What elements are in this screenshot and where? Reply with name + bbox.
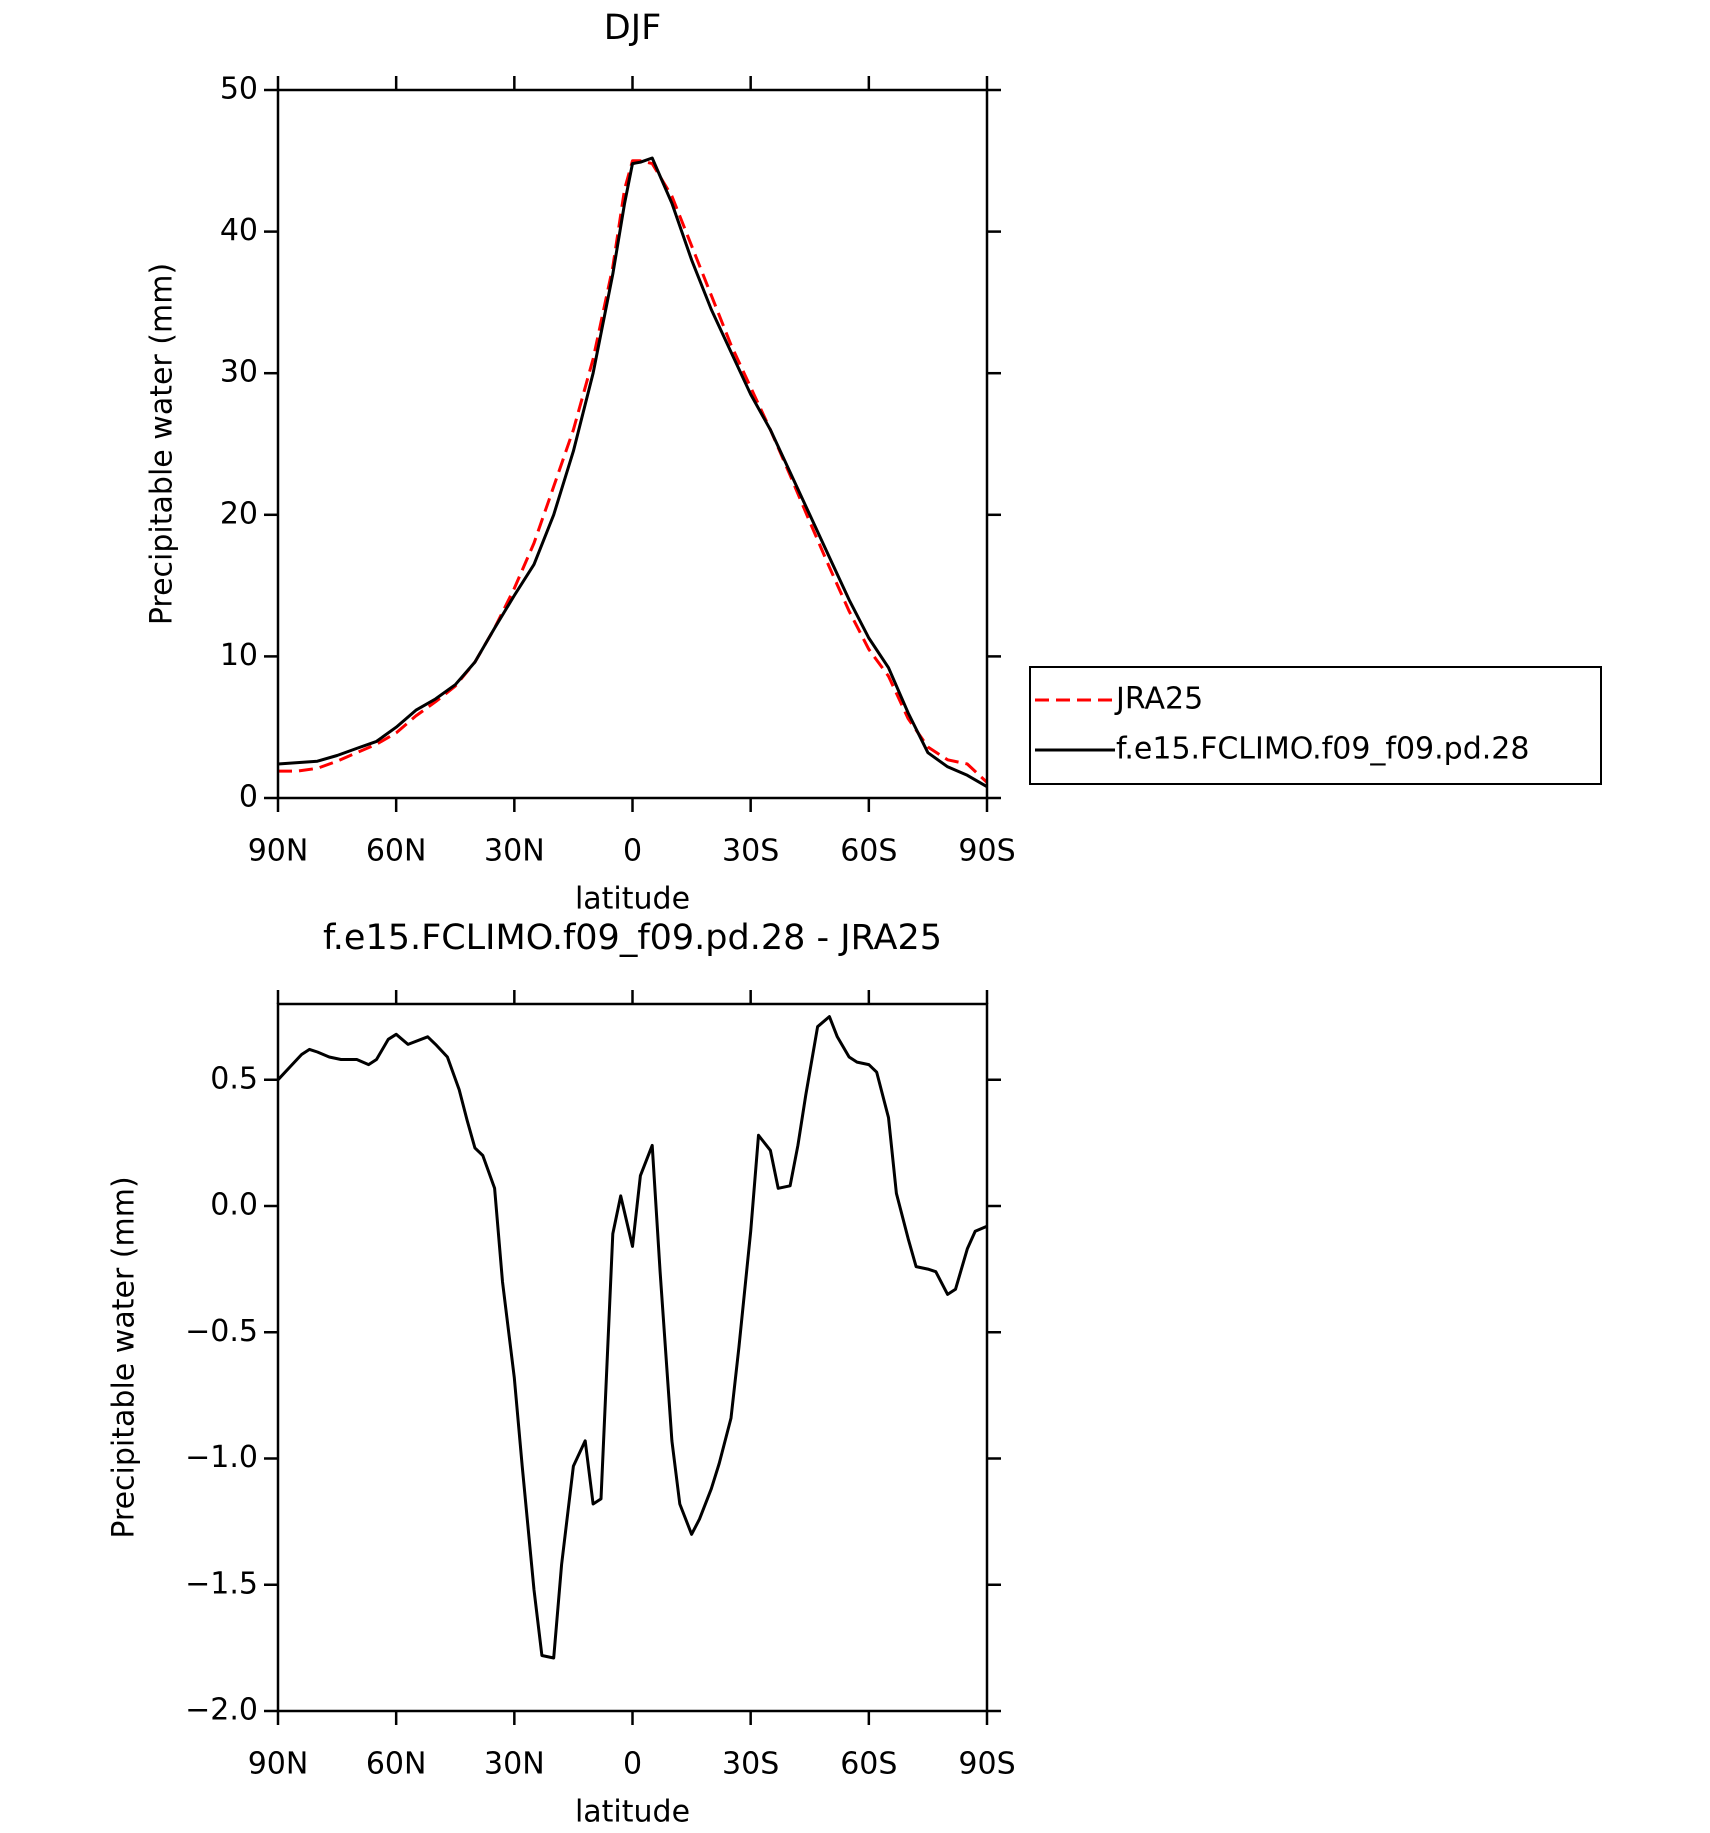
y-tick-label: 0.5	[210, 1061, 258, 1096]
series-line	[276, 1015, 988, 1660]
y-tick-label: 50	[220, 72, 258, 107]
y-tick-label: 0.0	[210, 1188, 258, 1223]
y-tick-label: 40	[220, 213, 258, 248]
legend-box	[1029, 666, 1602, 785]
chart-title: f.e15.FCLIMO.f09_f09.pd.28 - JRA25	[323, 918, 942, 958]
y-tick-label: −2.0	[185, 1693, 258, 1728]
legend-label: JRA25	[1114, 682, 1203, 717]
y-axis-label: Precipitable water (mm)	[107, 1176, 142, 1538]
series-line	[278, 159, 989, 784]
x-tick-label: 30S	[722, 834, 779, 869]
x-tick-label: 60N	[366, 1747, 427, 1782]
x-axis-label: latitude	[575, 882, 690, 917]
x-tick-label: 90N	[248, 1747, 309, 1782]
x-tick-label: 60S	[840, 1747, 897, 1782]
x-tick-label: 0	[623, 1747, 642, 1782]
x-tick-label: 0	[623, 834, 642, 869]
y-axis-label: Precipitable water (mm)	[145, 263, 180, 625]
plot-frame	[276, 1002, 989, 1713]
y-tick-label: 10	[220, 638, 258, 673]
x-tick-label: 90S	[958, 1747, 1015, 1782]
plot-frame	[276, 88, 989, 800]
x-tick-label: 60N	[366, 834, 427, 869]
y-tick-label: −1.5	[185, 1566, 258, 1601]
x-axis-label: latitude	[575, 1795, 690, 1830]
y-tick-label: −1.0	[185, 1440, 258, 1475]
x-tick-label: 60S	[840, 834, 897, 869]
x-tick-label: 90N	[248, 834, 309, 869]
y-tick-label: 30	[220, 355, 258, 390]
y-tick-label: 20	[220, 496, 258, 531]
y-tick-label: −0.5	[185, 1314, 258, 1349]
y-tick-label: 0	[239, 780, 258, 815]
x-tick-label: 90S	[958, 834, 1015, 869]
x-tick-label: 30N	[484, 1747, 545, 1782]
x-tick-label: 30N	[484, 834, 545, 869]
chart-title: DJF	[604, 8, 661, 48]
legend-label: f.e15.FCLIMO.f09_f09.pd.28	[1116, 732, 1529, 767]
series-line	[277, 156, 988, 788]
x-tick-label: 30S	[722, 1747, 779, 1782]
